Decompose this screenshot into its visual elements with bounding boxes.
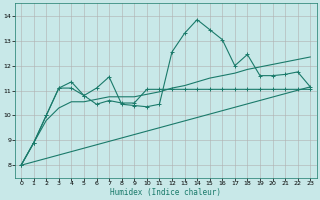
X-axis label: Humidex (Indice chaleur): Humidex (Indice chaleur)	[110, 188, 221, 197]
